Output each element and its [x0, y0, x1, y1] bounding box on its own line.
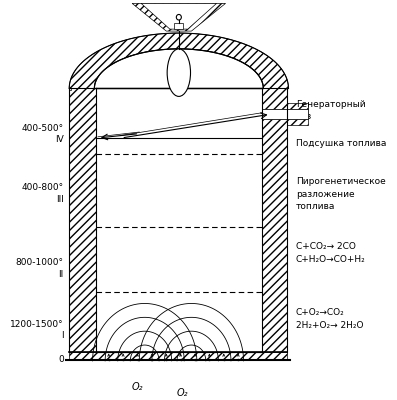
Text: 1200-1500°: 1200-1500° [10, 320, 64, 328]
Text: 400-800°: 400-800° [22, 183, 64, 192]
Text: O₂: O₂ [177, 388, 188, 398]
Text: 0: 0 [58, 355, 64, 364]
Polygon shape [94, 49, 263, 88]
Polygon shape [69, 33, 289, 88]
Text: III: III [56, 195, 64, 204]
Bar [69, 352, 287, 360]
Text: C+CO₂→ 2CO: C+CO₂→ 2CO [296, 242, 356, 251]
Bar [96, 88, 262, 352]
Text: разложение: разложение [296, 190, 354, 199]
Text: I: I [61, 332, 64, 340]
Bar [69, 88, 96, 352]
Text: C+H₂O→CO+H₂: C+H₂O→CO+H₂ [296, 255, 365, 264]
Bar [262, 109, 308, 119]
Text: топлива: топлива [296, 202, 335, 211]
Bar [287, 103, 308, 125]
Bar [262, 88, 287, 352]
Ellipse shape [167, 49, 191, 96]
Text: II: II [59, 270, 64, 279]
Text: O₂: O₂ [132, 382, 143, 392]
Text: C+O₂→CO₂: C+O₂→CO₂ [296, 308, 345, 317]
Text: Пирогенетическое: Пирогенетическое [296, 177, 385, 186]
Text: 2H₂+O₂→ 2H₂O: 2H₂+O₂→ 2H₂O [296, 321, 363, 330]
Text: 400-500°: 400-500° [22, 124, 64, 132]
Text: газ: газ [296, 112, 311, 121]
Circle shape [176, 14, 181, 20]
Polygon shape [141, 3, 217, 29]
Polygon shape [132, 3, 225, 31]
Text: IV: IV [55, 136, 64, 144]
Text: 800-1000°: 800-1000° [16, 258, 64, 267]
Bar [174, 23, 183, 29]
Text: Генераторный: Генераторный [296, 100, 365, 109]
Bar [69, 86, 71, 90]
Text: Подсушка топлива: Подсушка топлива [296, 140, 386, 148]
